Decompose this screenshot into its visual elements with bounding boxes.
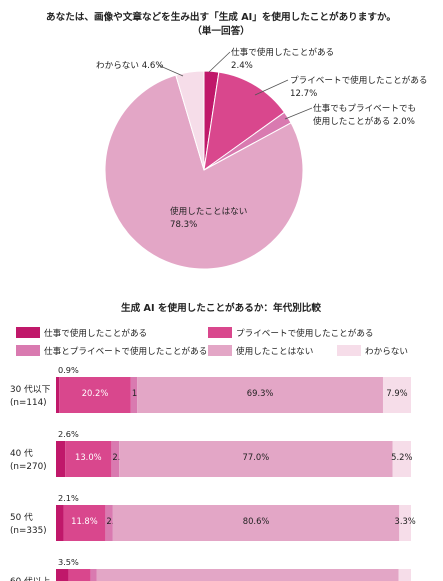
bar-label-1-5: 7.9%: [386, 388, 407, 398]
bar-segment-2-2: [65, 441, 112, 477]
bar-label-3-4: 80.6%: [243, 516, 270, 526]
bar-segment-4-2: [68, 569, 91, 581]
bar-label-3-5: 3.3%: [394, 516, 415, 526]
pie-label-private: プライベートで使用したことがある: [290, 74, 428, 86]
legend-label-3: 仕事とプライベートで使用したことがある: [44, 345, 207, 357]
pie-label-never: 使用したことはない: [170, 205, 247, 217]
bar-label-2-1: 2.6%: [58, 429, 79, 439]
pie-slice-2: [203, 71, 286, 172]
bar-segment-4-5: [398, 569, 411, 581]
bar-label-1-2: 20.2%: [82, 388, 109, 398]
pie-label-both: 仕事でもプライベートでも: [313, 102, 416, 114]
bar-segment-3-4: [112, 505, 400, 541]
pie-label-work: 仕事で使用したことがある: [231, 46, 334, 58]
bar-segment-4-4: [96, 569, 399, 581]
bar-category-4: 60 代以上: [10, 576, 51, 581]
pie-leader-work: [208, 51, 231, 73]
pie-leader-both: [284, 107, 313, 120]
pie-label-unknown: わからない 4.6%: [96, 60, 164, 71]
bar-label-1-4: 69.3%: [247, 388, 274, 398]
pie-slice-4: [104, 74, 304, 270]
bar-category-3: 50 代: [10, 512, 33, 523]
legend-label-1: 仕事で使用したことがある: [44, 327, 147, 339]
legend-swatch-2: [208, 327, 232, 338]
bar-segment-1-4: [137, 377, 383, 413]
legend-swatch-5: [337, 345, 361, 356]
bar-segment-2-1: [56, 441, 66, 477]
bar-segment-2-5: [392, 441, 411, 477]
bar-category-n-1: (n=114): [10, 398, 47, 408]
pie-label-work-value: 2.4%: [231, 61, 253, 71]
bar-segment-3-1: [56, 505, 64, 541]
bar-label-1-1: 0.9%: [58, 365, 79, 375]
bar-segment-2-3: [111, 441, 120, 477]
pie-title: あなたは、画像や文章などを生み出す「生成 AI」を使用したことがありますか。: [46, 11, 396, 23]
legend-swatch-4: [208, 345, 232, 356]
pie-label-both-value: 使用したことがある 2.0%: [313, 115, 415, 127]
pie-leader-unknown: [157, 64, 184, 77]
bar-segment-1-1: [56, 377, 60, 413]
legend-label-4: 使用したことはない: [236, 345, 313, 357]
bar-label-4-1: 3.5%: [58, 557, 79, 567]
bar-segment-1-2: [59, 377, 131, 413]
bar-segment-3-5: [399, 505, 411, 541]
bar-segment-3-3: [105, 505, 113, 541]
bar-label-3-2: 11.8%: [71, 516, 98, 526]
bar-category-1: 30 代以下: [10, 384, 51, 395]
bar-segment-3-2: [63, 505, 106, 541]
pie-leader-private: [254, 79, 289, 96]
bar-label-2-5: 5.2%: [391, 452, 412, 462]
legend-swatch-3: [16, 345, 40, 356]
bar-category-n-2: (n=270): [10, 462, 47, 472]
pie-label-never-value: 78.3%: [170, 220, 197, 230]
legend-label-5: わからない: [365, 346, 408, 357]
bar-segment-1-3: [130, 377, 138, 413]
bar-segment-2-4: [119, 441, 393, 477]
bar-category-2: 40 代: [10, 448, 33, 459]
bar-segment-1-5: [382, 377, 411, 413]
bar-label-2-2: 13.0%: [75, 452, 102, 462]
bar-segment-4-3: [90, 569, 97, 581]
pie-slice-5: [175, 70, 205, 171]
bar-title: 生成 AI を使用したことがあるか：年代別比較: [121, 302, 321, 314]
legend-swatch-1: [16, 327, 40, 338]
bar-segment-4-1: [56, 569, 69, 581]
bar-label-2-4: 77.0%: [243, 452, 270, 462]
bar-category-n-3: (n=335): [10, 526, 47, 536]
legend-label-2: プライベートで使用したことがある: [236, 327, 374, 339]
pie-subtitle: （単一回答）: [192, 25, 250, 37]
bar-label-3-1: 2.1%: [58, 493, 79, 503]
pie-label-private-value: 12.7%: [290, 89, 317, 99]
